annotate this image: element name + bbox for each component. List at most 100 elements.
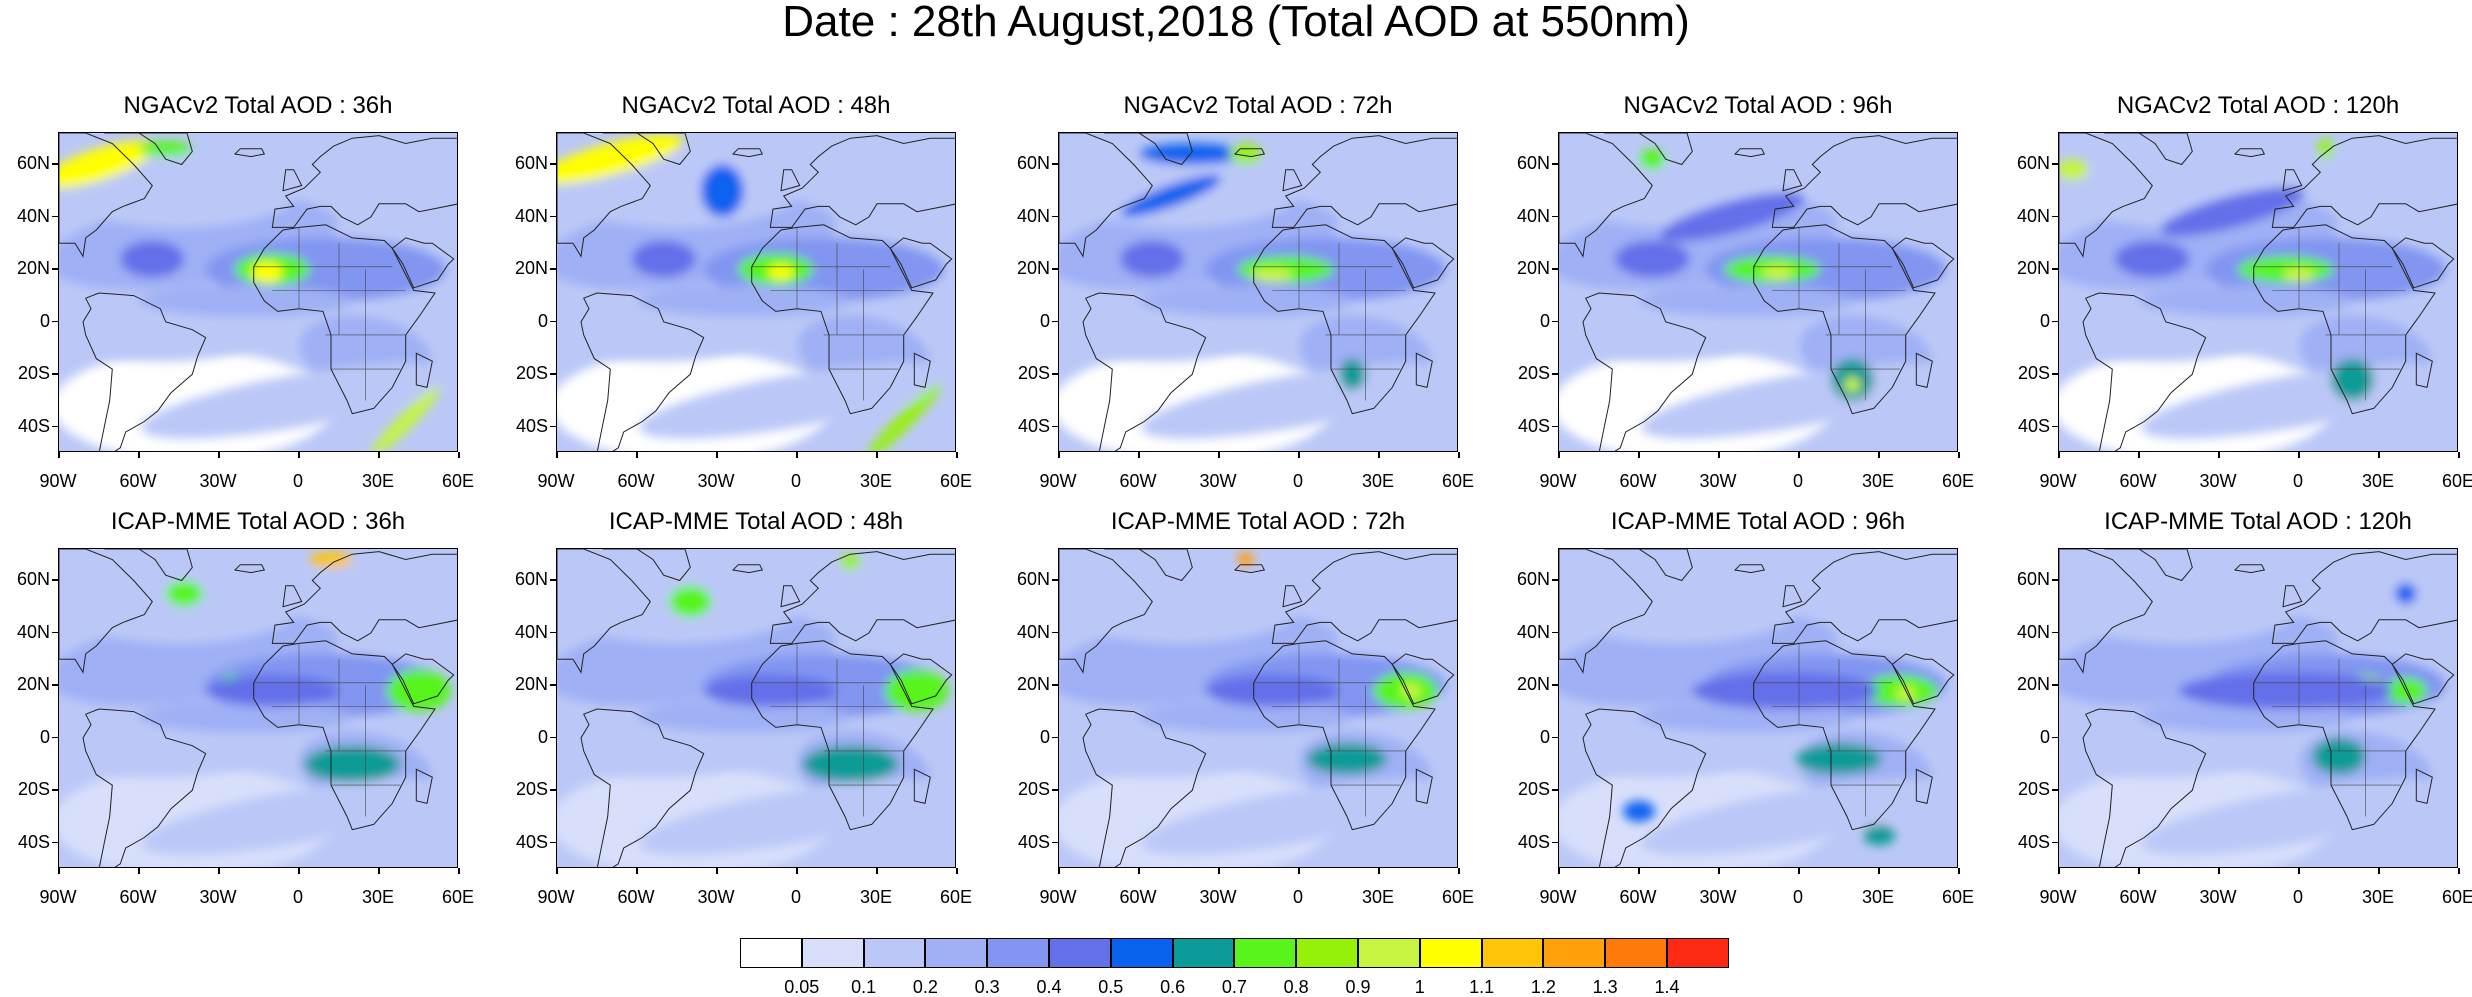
y-tick-label: 20S [1517, 779, 1550, 800]
y-tick-label: 40S [1017, 415, 1050, 436]
y-tick-label: 40S [17, 415, 50, 436]
coastline-northAmerica [2059, 133, 2153, 258]
coastline-arabia [391, 653, 455, 705]
coastline-britain [1282, 585, 1303, 608]
y-tick-label: 60N [1516, 153, 1550, 174]
x-tick-mark [1218, 868, 1220, 874]
coastline-britain [1782, 585, 1803, 608]
aod-plume [2139, 285, 2353, 317]
aod-plume [299, 562, 457, 626]
coastline-southAmerica [1582, 708, 1707, 867]
coastline-madagascar [913, 768, 931, 805]
y-tick-label: 20N [2016, 258, 2050, 279]
y-tick-label: 20S [1517, 363, 1550, 384]
x-tick-label: 0 [2292, 471, 2303, 491]
x-tick-mark [138, 452, 140, 458]
colorbar-swatch [801, 938, 864, 968]
aod-plume [2059, 159, 2089, 181]
x-tick-mark [716, 868, 718, 874]
colorbar-swatch [1110, 938, 1173, 968]
y-tick-mark [1052, 684, 1058, 686]
coastline-britain [1282, 169, 1303, 192]
x-tick-mark [298, 452, 300, 458]
aod-plume [1139, 285, 1353, 317]
y-tick-mark [52, 631, 58, 634]
coastline-europe [769, 135, 955, 228]
aod-map [1058, 548, 1458, 868]
x-tick-mark [1558, 868, 1560, 874]
y-tick-label: 20N [16, 258, 50, 279]
x-tick-mark [1298, 452, 1300, 458]
x-tick-mark [1218, 452, 1220, 458]
y-tick-mark [2052, 579, 2058, 581]
x-tick-label: 60W [1119, 887, 1157, 907]
aod-plume [72, 724, 259, 778]
y-tick-label: 40S [1517, 415, 1550, 436]
coastlines [2059, 549, 2457, 867]
x-tick-label: 30E [2361, 471, 2395, 491]
y-tick-mark [550, 579, 556, 581]
aod-plume [299, 146, 457, 210]
x-tick-mark [1958, 868, 1960, 874]
x-tick-label: 0 [292, 471, 303, 491]
x-tick-label: 60E [441, 471, 475, 491]
coastlines [1059, 133, 1457, 451]
y-tick-label: 20S [1017, 363, 1050, 384]
y-tick-label: 40S [17, 831, 50, 852]
coastline-britain [780, 585, 801, 608]
aod-plume [2331, 358, 2374, 401]
aod-plume [1299, 562, 1457, 626]
colorbar-swatch [1296, 938, 1358, 968]
coastline-arabia [1391, 237, 1455, 289]
coastlines [59, 549, 457, 867]
aod-plume [703, 674, 837, 707]
aod-plume [1692, 672, 1879, 709]
y-tick-label: 20N [1016, 258, 1050, 279]
aod-plume [1705, 237, 1946, 301]
x-tick-label: 60E [441, 887, 475, 907]
coastline-iceland [233, 148, 266, 158]
aod-map [556, 548, 956, 868]
x-tick-mark [876, 868, 878, 874]
coastline-britain [1782, 169, 1803, 192]
aod-plume [1307, 743, 1387, 775]
x-tick-mark [2218, 452, 2220, 458]
x-tick-mark [796, 452, 798, 458]
aod-plume [1641, 362, 1957, 439]
coastline-arabia [1391, 653, 1455, 705]
x-tick-mark [1058, 452, 1060, 458]
aod-plume [1761, 264, 1794, 280]
x-tick-mark [458, 452, 460, 458]
aod-field [557, 133, 955, 451]
y-tick-mark [1052, 373, 1058, 375]
coastline-greenland [104, 549, 193, 582]
y-tick-mark [1052, 425, 1058, 428]
coastline-arabia [1891, 237, 1955, 289]
coastline-greenland [1104, 549, 1193, 582]
x-tick-label: 30W [199, 887, 237, 907]
x-tick-label: 90W [39, 471, 77, 491]
aod-plume [1072, 308, 1259, 362]
aod-plume [865, 383, 942, 451]
y-tick-mark [52, 684, 58, 686]
panel-title: NGACv2 Total AOD : 120h [2116, 92, 2400, 119]
aod-plume [839, 554, 861, 570]
coastlines [557, 133, 955, 451]
aod-plume [1844, 376, 1861, 393]
aod-plume [1339, 358, 1366, 391]
map-panel: ICAP-MME Total AOD : 120h 60N 40N 20N 0 20S 40… [2017, 508, 2472, 906]
aod-plume [2141, 362, 2457, 439]
y-tick-label: 20S [1017, 779, 1050, 800]
x-tick-label: 30W [1699, 887, 1737, 907]
coastline-greenland [602, 549, 691, 582]
x-tick-mark [1138, 868, 1140, 874]
colorbar-label: 0.5 [1098, 977, 1124, 997]
coastline-northAmerica [1059, 549, 1153, 674]
aod-plume [767, 264, 795, 280]
x-tick-mark [2298, 452, 2300, 458]
aod-plume [2299, 562, 2457, 626]
coastline-iceland [1233, 148, 1266, 158]
coastline-arabia [2391, 237, 2455, 289]
x-tick-label: 30W [697, 887, 735, 907]
map-panel: NGACv2 Total AOD : 72h 60N 40N 20N 0 20S 40S 90… [1017, 92, 1474, 490]
